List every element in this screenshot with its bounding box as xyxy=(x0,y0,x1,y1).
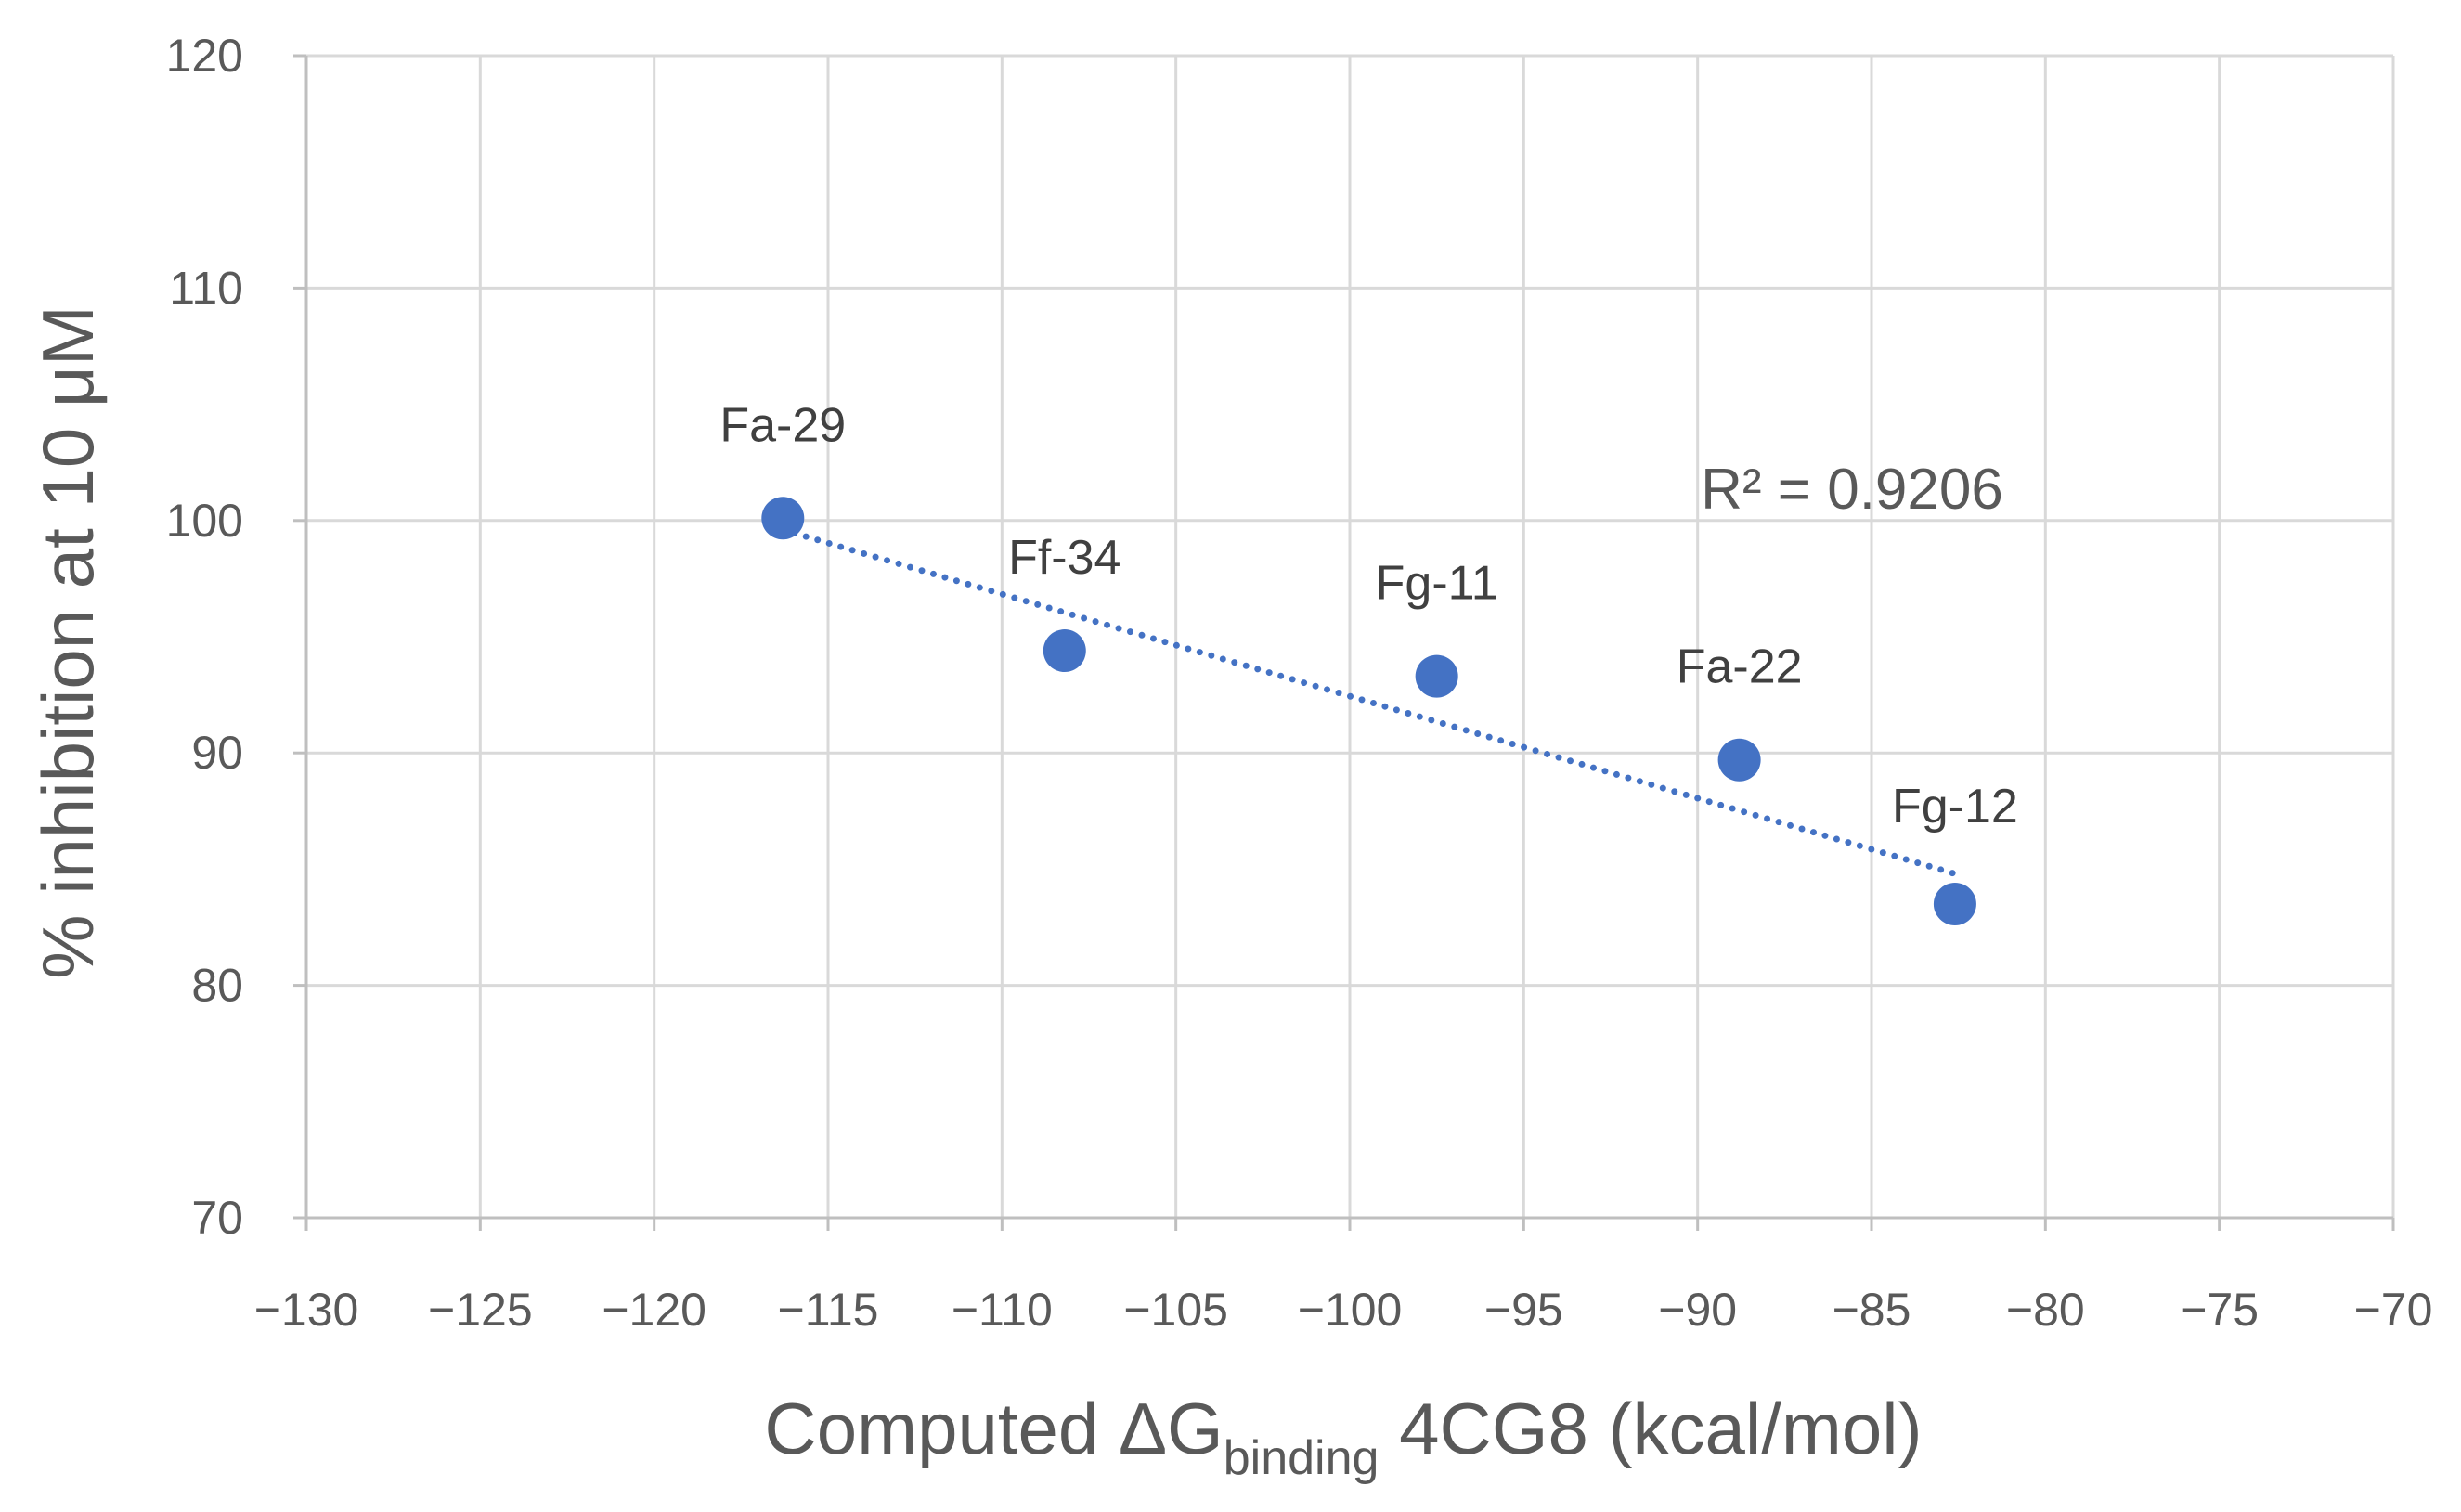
data-point-label: Fa-29 xyxy=(719,398,846,452)
x-axis-title: Computed ΔGbinding 4CG8 (kcal/mol) xyxy=(764,1388,1922,1485)
trendline xyxy=(779,526,1959,877)
data-point xyxy=(761,497,805,540)
y-tick-label: 120 xyxy=(166,30,243,82)
y-tick-label: 80 xyxy=(191,960,243,1012)
x-tick-label: −85 xyxy=(1833,1284,1911,1336)
x-tick-label: −100 xyxy=(1298,1284,1403,1336)
x-tick-label: −95 xyxy=(1484,1284,1563,1336)
trendline-layer xyxy=(779,526,1959,877)
data-point-label: Ff-34 xyxy=(1008,531,1120,585)
x-tick-label: −90 xyxy=(1658,1284,1737,1336)
data-point xyxy=(1933,882,1976,925)
tick-label-layer: −130 −125 −120 −115 −110 −105 −100 −95 −90 −85 −80… xyxy=(166,30,2433,1336)
x-tick-label: −75 xyxy=(2180,1284,2259,1336)
x-tick-label: −130 xyxy=(254,1284,359,1336)
data-point xyxy=(1043,629,1086,673)
data-point-label: Fg-11 xyxy=(1376,557,1498,611)
data-point-label: Fg-12 xyxy=(1892,780,2018,834)
point-layer xyxy=(761,497,1976,925)
x-tick-label: −115 xyxy=(778,1284,879,1336)
r-squared-label: R² = 0.9206 xyxy=(1701,458,2003,522)
x-tick-label: −120 xyxy=(602,1284,706,1336)
y-axis-title: % inhibition at 10 μM xyxy=(27,305,109,979)
y-tick-label: 110 xyxy=(169,262,243,314)
axis-layer xyxy=(293,54,2395,1231)
data-point-label: Fa-22 xyxy=(1677,640,1803,694)
x-tick-label: −105 xyxy=(1123,1284,1228,1336)
y-tick-label: 100 xyxy=(166,495,243,547)
y-tick-label: 90 xyxy=(191,727,243,779)
data-point xyxy=(1415,654,1458,698)
grid-layer xyxy=(304,54,2395,1220)
x-tick-label: −125 xyxy=(428,1284,533,1336)
x-tick-label: −70 xyxy=(2354,1284,2433,1336)
x-axis-title-tail: 4CG8 (kcal/mol) xyxy=(1379,1388,1922,1469)
x-tick-label: −80 xyxy=(2006,1284,2085,1336)
data-point xyxy=(1717,738,1761,782)
point-label-layer: Fa-29 Ff-34 Fg-11 Fa-22 Fg-12 xyxy=(719,398,2017,834)
y-tick-label: 70 xyxy=(191,1192,243,1244)
x-tick-label: −110 xyxy=(952,1284,1053,1336)
x-axis-title-subscript: binding xyxy=(1224,1431,1379,1485)
x-axis-title-main: Computed ΔG xyxy=(764,1388,1223,1469)
